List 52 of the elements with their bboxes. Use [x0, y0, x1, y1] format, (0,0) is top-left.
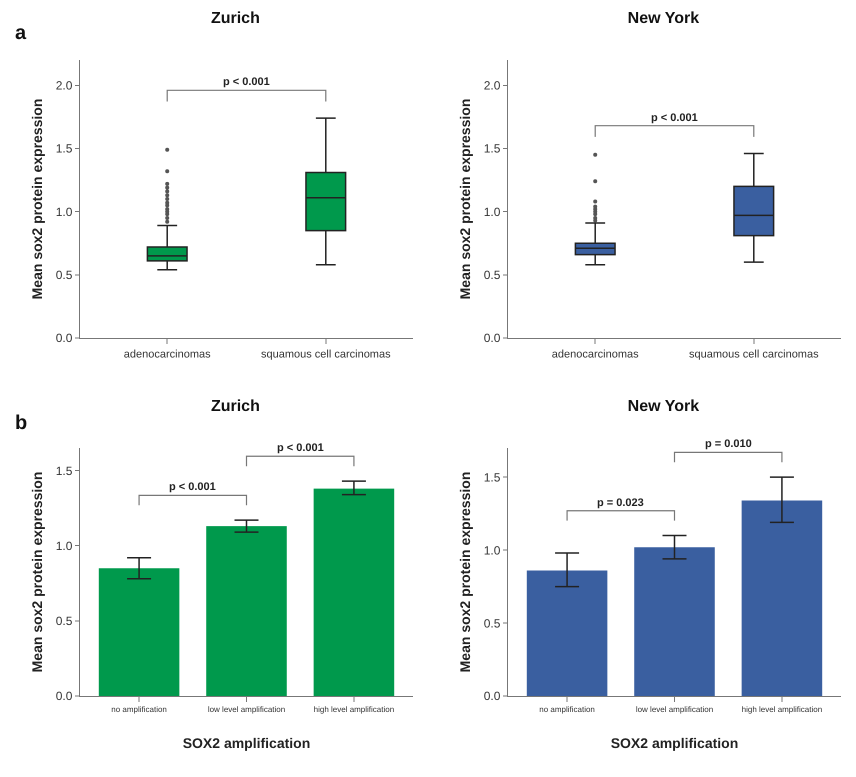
y-tick-label: 0.0	[56, 331, 73, 346]
y-tick-label: 1.0	[484, 543, 501, 558]
x-tick-label: adenocarcinomas	[124, 348, 212, 360]
x-tick-label: low level amplification	[636, 704, 714, 714]
y-tick-label: 0.5	[484, 268, 501, 282]
y-tick-label: 2.0	[484, 78, 501, 92]
y-axis-title: Mean sox2 protein expression	[456, 98, 473, 300]
y-tick-label: 1.5	[484, 142, 501, 156]
y-tick-label: 1.5	[56, 464, 73, 478]
annotation: p < 0.001	[223, 76, 270, 88]
bar	[314, 488, 394, 696]
bar	[526, 570, 608, 696]
annotation: p = 0.010	[705, 438, 752, 450]
chart-title: New York	[628, 10, 700, 27]
x-tick-label: high level amplification	[314, 704, 394, 714]
x-axis-title: SOX2 amplification	[610, 735, 738, 752]
y-tick-label: 0.0	[484, 689, 501, 704]
y-axis-title: Mean sox2 protein expression	[28, 98, 45, 300]
y-tick-label: 1.5	[56, 142, 73, 156]
x-tick-label: low level amplification	[208, 704, 286, 714]
y-tick-label: 1.0	[56, 204, 73, 219]
chart-title: Zurich	[210, 398, 260, 415]
x-tick-label: squamous cell carcinomas	[688, 348, 820, 360]
chart-title: Zurich	[210, 10, 260, 27]
y-tick-label: 0.5	[56, 268, 73, 282]
y-tick-label: 0.5	[484, 616, 501, 630]
y-tick-label: 0.0	[56, 689, 73, 704]
x-axis-title: SOX2 amplification	[182, 735, 310, 752]
y-tick-label: 0.5	[56, 614, 73, 628]
annotation: p < 0.001	[277, 442, 324, 454]
text: a	[15, 22, 27, 44]
bar	[634, 547, 715, 696]
y-axis-title: Mean sox2 protein expression	[456, 472, 473, 672]
y-tick-label: 2.0	[56, 78, 73, 92]
bar	[98, 568, 180, 696]
y-tick-label: 1.0	[484, 204, 501, 219]
y-tick-label: 0.0	[484, 331, 501, 346]
annotation: p < 0.001	[651, 112, 698, 124]
y-tick-label: 1.0	[56, 538, 73, 553]
x-tick-label: adenocarcinomas	[552, 348, 640, 360]
bar	[206, 526, 287, 696]
bar	[742, 500, 822, 696]
text: b	[15, 412, 28, 434]
x-tick-label: no amplification	[539, 704, 595, 714]
y-axis-title: Mean sox2 protein expression	[28, 472, 45, 672]
annotation: p = 0.023	[597, 497, 644, 509]
x-tick-label: squamous cell carcinomas	[260, 348, 392, 360]
annotation: p < 0.001	[169, 481, 216, 493]
x-tick-label: no amplification	[111, 704, 167, 714]
chart-title: New York	[628, 398, 700, 415]
y-tick-label: 1.5	[484, 470, 501, 484]
x-tick-label: high level amplification	[742, 704, 822, 714]
